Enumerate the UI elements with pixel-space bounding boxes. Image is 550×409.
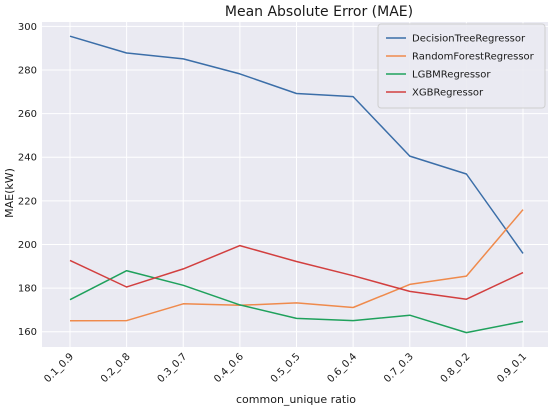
y-tick-label: 180	[18, 284, 37, 295]
y-axis-label: MAE(kW)	[3, 168, 16, 218]
y-tick-label: 200	[18, 240, 37, 251]
y-axis-ticks: 160 180 200 220 240 260 280 300	[18, 22, 37, 338]
x-tick-label: 0.6_0.4	[325, 351, 359, 385]
x-tick-label: 0.2_0.8	[99, 351, 133, 385]
x-axis-label: common_unique ratio	[236, 393, 356, 406]
chart-title: Mean Absolute Error (MAE)	[225, 4, 413, 20]
legend-label: XGBRegressor	[412, 88, 484, 99]
y-tick-label: 220	[18, 196, 37, 207]
x-tick-label: 0.4_0.6	[212, 351, 246, 385]
y-tick-label: 260	[18, 109, 37, 120]
series-line-LGBMRegressor	[69, 269, 524, 334]
x-tick-label: 0.3_0.7	[156, 351, 190, 385]
x-tick-label: 0.7_0.3	[382, 351, 416, 385]
series-line-XGBRegressor	[69, 244, 524, 300]
series-lines	[69, 35, 524, 334]
grid	[42, 22, 548, 347]
x-tick-label: 0.5_0.5	[269, 351, 303, 385]
y-tick-label: 280	[18, 65, 37, 76]
x-axis-ticks: 0.1_0.9 0.2_0.8 0.3_0.7 0.4_0.6 0.5_0.5 0.6_0…	[42, 351, 529, 385]
legend-label: DecisionTreeRegressor	[412, 34, 526, 45]
legend-box	[377, 23, 546, 109]
y-tick-label: 300	[18, 22, 37, 33]
x-tick-label: 0.9_0.1	[495, 351, 529, 385]
series-line-RandomForestRegressor	[69, 209, 524, 322]
x-tick-label: 0.8_0.2	[439, 351, 473, 385]
y-tick-label: 160	[18, 327, 37, 338]
legend-label: LGBMRegressor	[412, 70, 491, 81]
legend: DecisionTreeRegressor RandomForestRegress…	[377, 23, 546, 109]
x-tick-label: 0.1_0.9	[42, 351, 76, 385]
legend-label: RandomForestRegressor	[412, 52, 535, 63]
series-line-DecisionTreeRegressor	[69, 35, 524, 254]
y-tick-label: 240	[18, 153, 37, 164]
